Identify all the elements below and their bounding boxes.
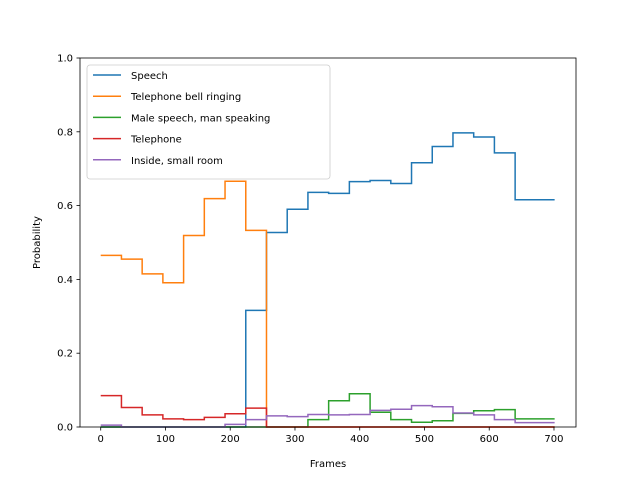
legend-box: [86, 64, 331, 180]
y-axis: 0.0 0.2 0.4 0.6 0.8 1.0: [57, 54, 80, 434]
x-tick-label: 700: [544, 434, 563, 445]
x-tick-label: 300: [285, 434, 304, 445]
x-tick-label: 200: [221, 434, 240, 445]
x-axis-label: Frames: [310, 459, 346, 470]
legend-label-4: Inside, small room: [131, 156, 223, 167]
y-tick-label: 0.0: [57, 423, 73, 434]
y-tick-label: 0.2: [57, 349, 73, 360]
y-tick-label: 1.0: [57, 54, 73, 65]
legend-label-0: Speech: [131, 71, 168, 82]
x-tick-label: 600: [480, 434, 499, 445]
legend-label-2: Male speech, man speaking: [131, 113, 270, 124]
plot-frame: [79, 57, 577, 428]
legend-label-1: Telephone bell ringing: [130, 92, 241, 103]
x-tick-label: 400: [350, 434, 369, 445]
y-tick-label: 0.6: [57, 201, 73, 212]
legend: Speech Telephone bell ringing Male speech,…: [86, 64, 331, 180]
y-tick-label: 0.4: [57, 275, 73, 286]
x-axis: 0 100 200 300 400 500 600 700: [98, 427, 564, 445]
x-tick-label: 500: [415, 434, 434, 445]
y-axis-label: Probability: [32, 216, 43, 269]
x-tick-label: 100: [156, 434, 175, 445]
legend-label-3: Telephone: [130, 135, 182, 146]
y-tick-label: 0.8: [57, 127, 73, 138]
x-tick-label: 0: [98, 434, 104, 445]
